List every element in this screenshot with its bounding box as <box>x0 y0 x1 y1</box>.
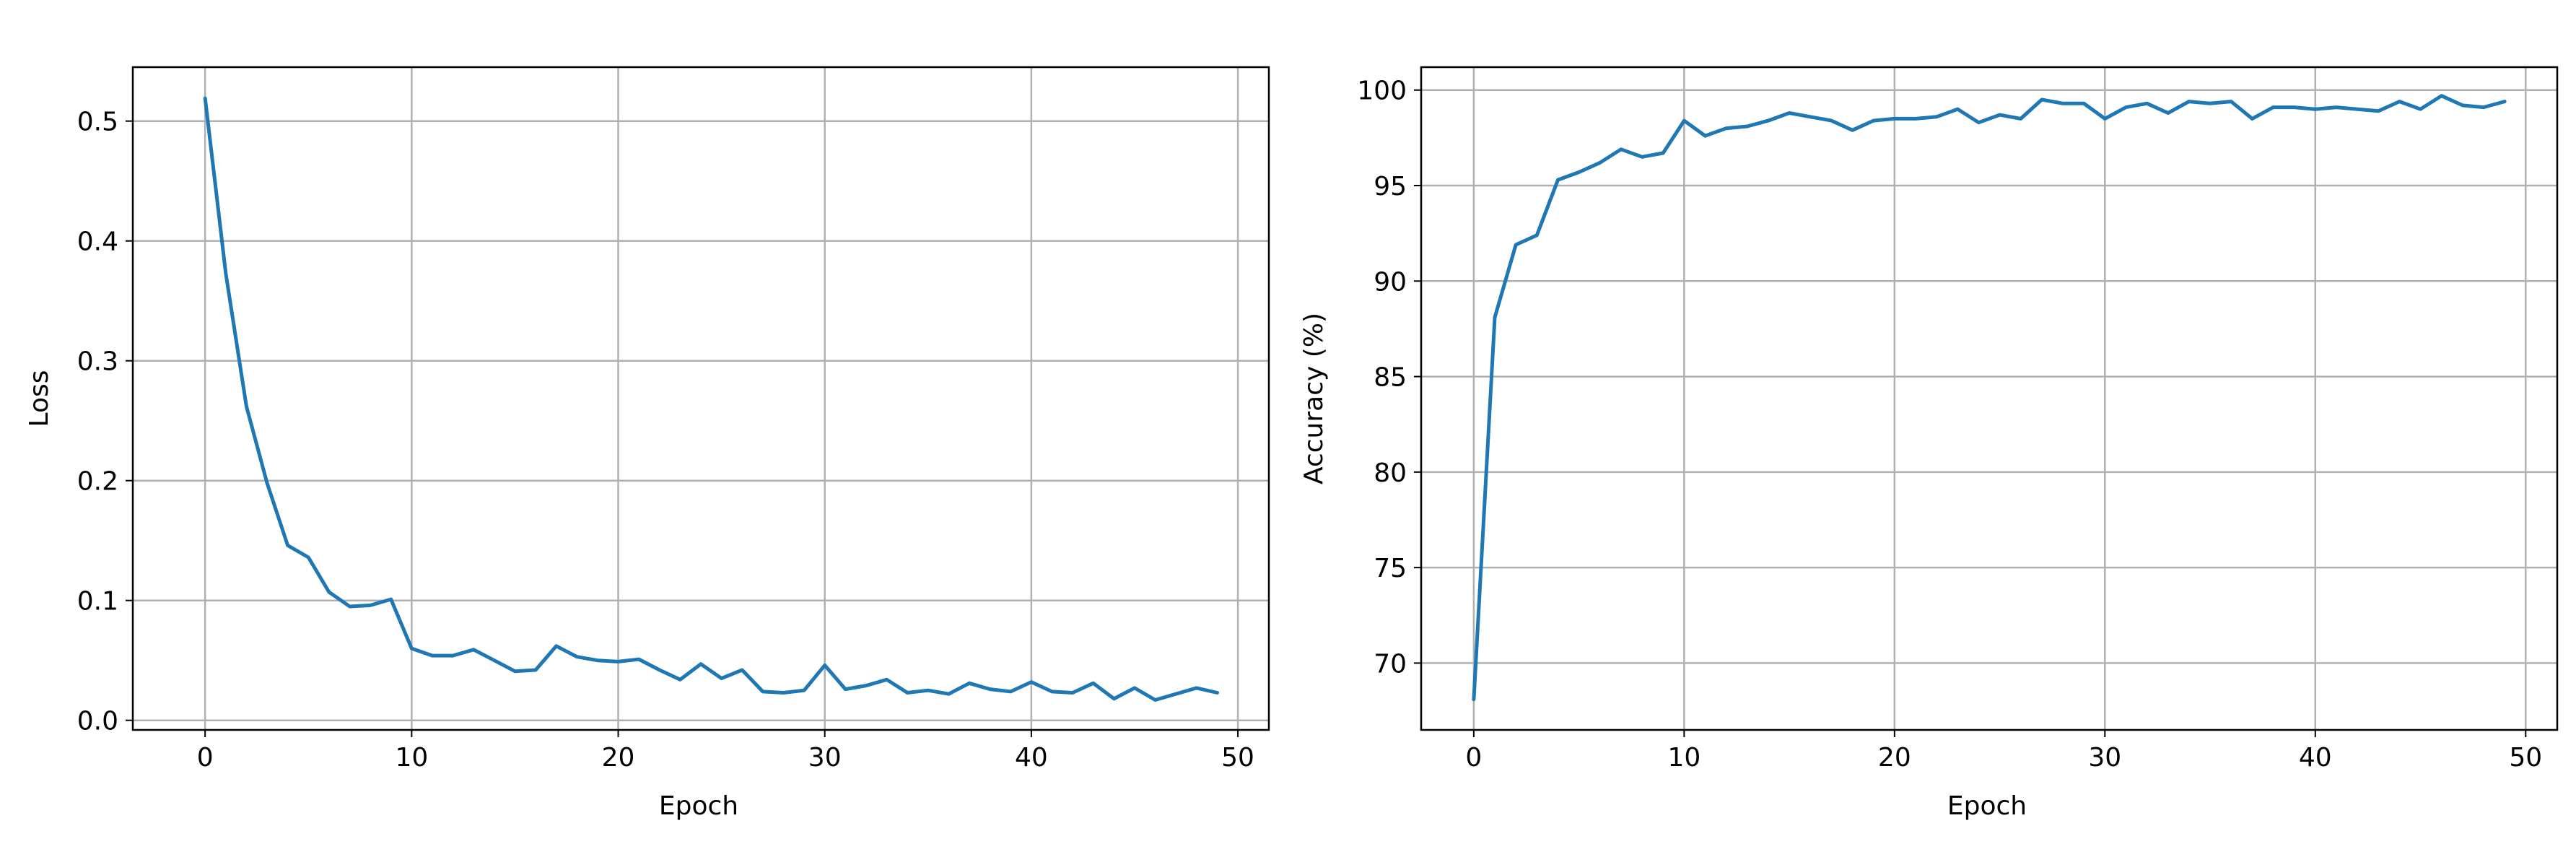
y-tick-label: 70 <box>1374 649 1407 679</box>
grid <box>133 67 1269 730</box>
x-tick-label: 20 <box>1878 743 1911 773</box>
x-tick-label: 10 <box>1667 743 1700 773</box>
x-axis-label: Epoch <box>659 791 738 821</box>
x-tick-label: 40 <box>1015 743 1048 773</box>
x-tick-label: 50 <box>1221 743 1254 773</box>
y-tick-label: 0.5 <box>77 108 118 137</box>
y-tick-label: 100 <box>1357 77 1407 106</box>
y-tick-label: 90 <box>1374 267 1407 297</box>
x-tick-label: 30 <box>2088 743 2121 773</box>
plot-frame <box>1420 66 2559 731</box>
plot-frame <box>131 66 1270 731</box>
x-tick-label: 0 <box>197 743 214 773</box>
x-tick-label: 0 <box>1465 743 1482 773</box>
accuracy-chart: Epoch Accuracy (%) 0 10 20 30 40 50 70 75 80 85 90… <box>1299 66 2559 821</box>
x-tick-label: 10 <box>395 743 428 773</box>
x-tick-label: 20 <box>602 743 635 773</box>
x-tick-label: 30 <box>808 743 842 773</box>
x-tick-label: 40 <box>2299 743 2332 773</box>
loss-chart: Epoch Loss 0 10 20 30 40 50 0.0 0.1 0.2 0.3 0.4 0.5 <box>25 66 1270 821</box>
series-line <box>203 96 1219 702</box>
y-tick-label: 0.4 <box>77 227 118 257</box>
grid <box>1421 67 2557 730</box>
y-tick-label: 85 <box>1374 363 1407 393</box>
y-tick-label: 0.1 <box>77 587 118 617</box>
y-tick-label: 75 <box>1374 554 1407 583</box>
y-tick-label: 0.0 <box>77 707 118 736</box>
y-tick-label: 0.3 <box>77 347 118 377</box>
x-tick-label: 50 <box>2509 743 2542 773</box>
y-tick-label: 95 <box>1374 172 1407 201</box>
y-axis-label: Loss <box>25 370 54 427</box>
series-line <box>1472 94 2507 702</box>
y-tick-label: 0.2 <box>77 467 118 497</box>
y-tick-label: 80 <box>1374 458 1407 488</box>
x-axis-label: Epoch <box>1947 791 2027 821</box>
y-axis-label: Accuracy (%) <box>1299 313 1329 484</box>
